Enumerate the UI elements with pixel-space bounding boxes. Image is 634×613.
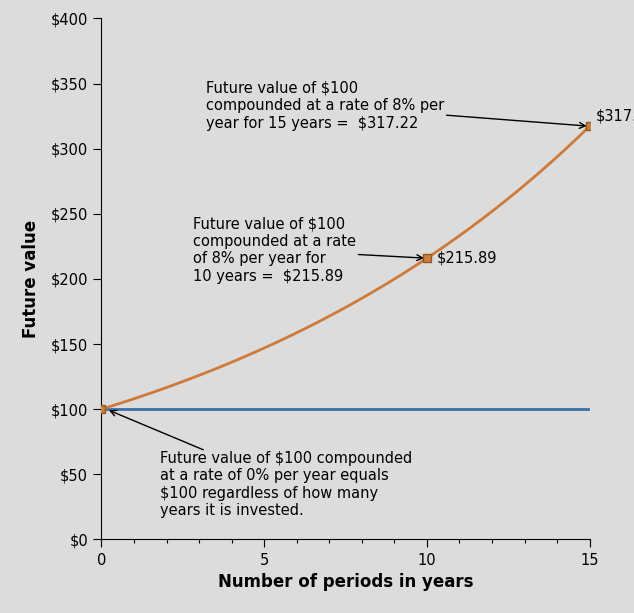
Text: $317.22: $317.22: [596, 109, 634, 124]
Text: Future value of $100
compounded at a rate
of 8% per year for
10 years =  $215.89: Future value of $100 compounded at a rat…: [193, 216, 423, 284]
Text: $215.89: $215.89: [437, 251, 497, 265]
X-axis label: Number of periods in years: Number of periods in years: [218, 573, 473, 591]
Y-axis label: Future value: Future value: [22, 220, 40, 338]
Text: Future value of $100 compounded
at a rate of 0% per year equals
$100 regardless : Future value of $100 compounded at a rat…: [110, 411, 412, 518]
Text: Future value of $100
compounded at a rate of 8% per
year for 15 years =  $317.22: Future value of $100 compounded at a rat…: [205, 81, 585, 131]
